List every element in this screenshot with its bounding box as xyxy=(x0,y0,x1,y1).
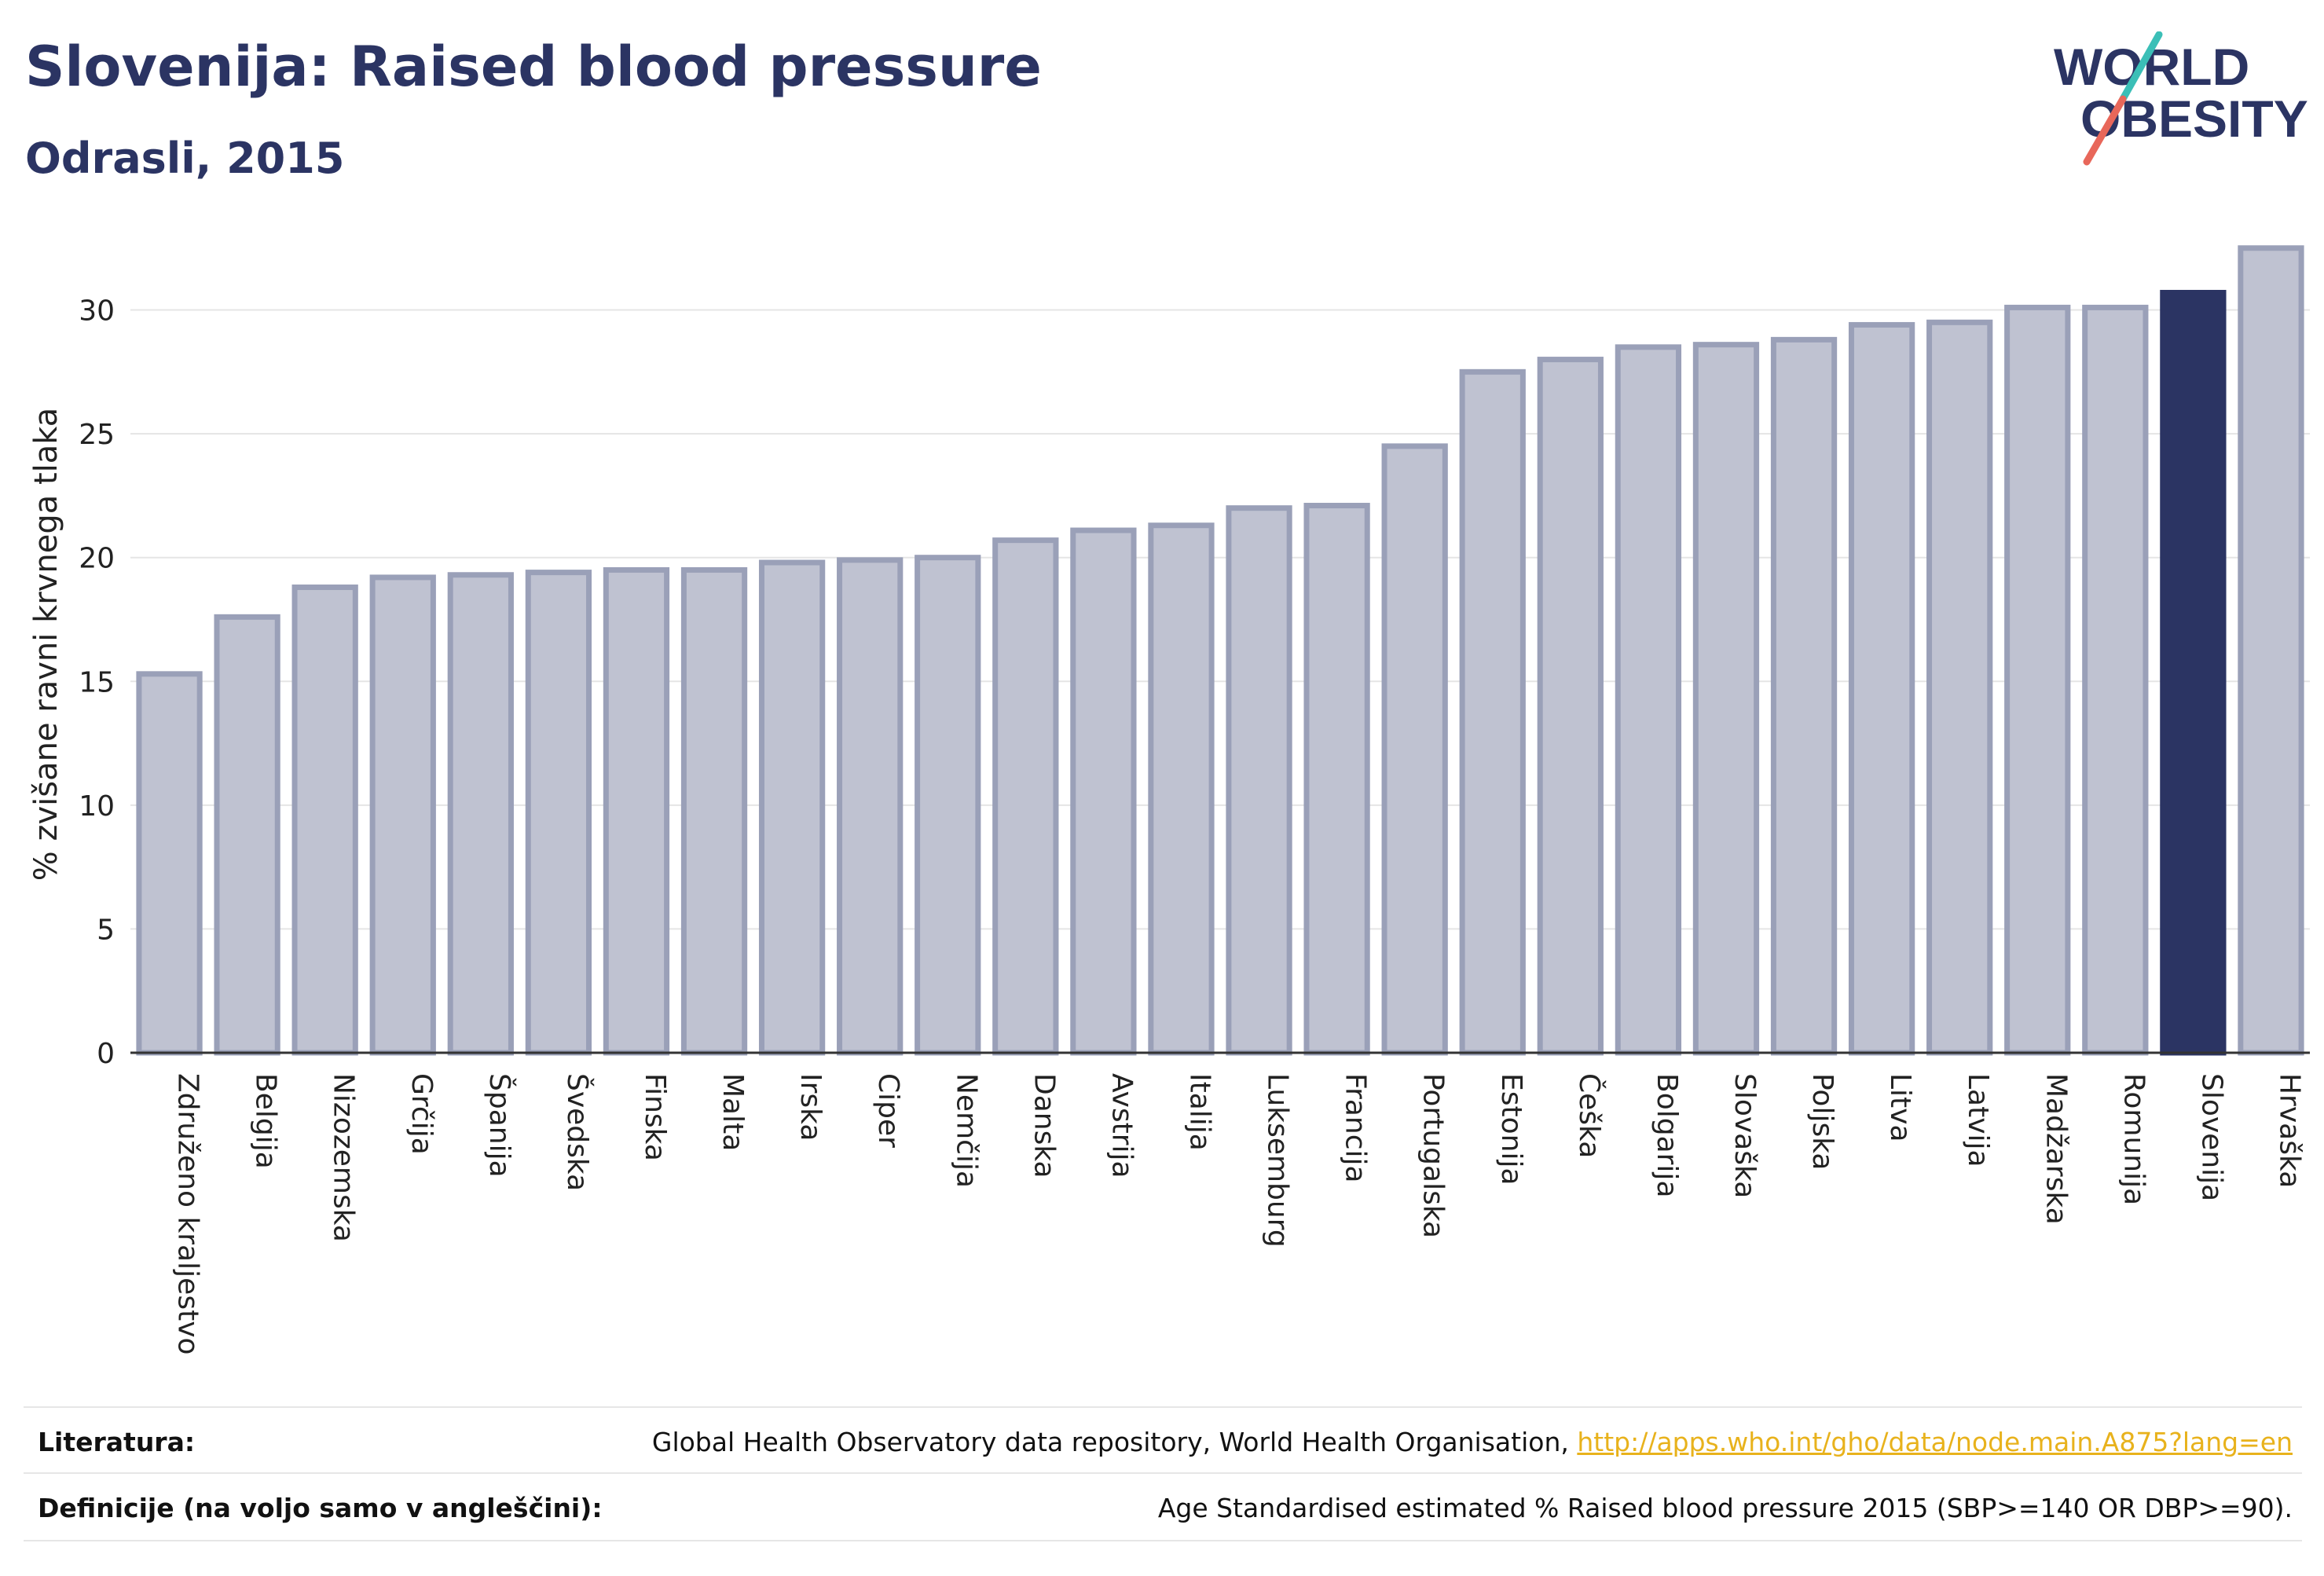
x-tick-label: Nizozemska xyxy=(328,1073,360,1242)
x-tick-label: Nemčija xyxy=(950,1073,982,1188)
bar-združeno-kraljestvo xyxy=(136,671,203,1056)
x-tick-label: Češka xyxy=(1573,1073,1606,1158)
y-axis-label: % zvišane ravni krvnega tlaka xyxy=(28,408,64,881)
bar-latvija xyxy=(1926,319,1993,1056)
x-tick-label: Švedska xyxy=(561,1073,594,1191)
x-tick-label: Litva xyxy=(1884,1073,1916,1142)
bars-layer xyxy=(136,245,2304,1056)
x-tick-label: Belgija xyxy=(250,1073,282,1169)
x-tick-labels: Združeno kraljestvo Belgija Nizozemska Grči… xyxy=(172,1073,2306,1355)
logo-slash-top xyxy=(2119,31,2163,103)
bar-hrvaška xyxy=(2238,245,2304,1056)
x-tick-label: Portugalska xyxy=(1417,1073,1450,1238)
y-tick-label: 0 xyxy=(97,1038,115,1070)
y-tick-label: 15 xyxy=(79,666,115,698)
bar-belgija xyxy=(214,614,280,1056)
bar-poljska xyxy=(1770,336,1838,1056)
bar-malta xyxy=(680,566,748,1056)
bar-romunija xyxy=(2082,304,2149,1056)
x-tick-label: Irska xyxy=(794,1073,827,1141)
x-tick-label: Estonija xyxy=(1495,1073,1527,1186)
x-tick-label: Poljska xyxy=(1806,1073,1838,1171)
references-link[interactable]: http://apps.who.int/gho/data/node.main.A… xyxy=(1577,1427,2293,1457)
x-tick-label: Madžarska xyxy=(2040,1073,2072,1225)
x-tick-label: Finska xyxy=(639,1073,671,1161)
x-tick-label: Slovenija xyxy=(2195,1073,2227,1201)
bar-danska xyxy=(992,537,1059,1056)
bar-litva xyxy=(1848,321,1915,1056)
bar-švedska xyxy=(525,570,592,1056)
references-text: Global Health Observatory data repositor… xyxy=(651,1427,1578,1457)
y-tick-labels: 0 5 10 15 20 25 30 xyxy=(79,295,115,1070)
page-title: Slovenija: Raised blood pressure xyxy=(25,35,1042,99)
bar-estonija xyxy=(1459,368,1526,1056)
bar-bolgarija xyxy=(1615,344,1682,1056)
x-tick-label: Španija xyxy=(483,1073,516,1178)
bar-avstrija xyxy=(1070,527,1137,1056)
bar-finska xyxy=(603,566,670,1056)
bar-luksemburg xyxy=(1226,505,1292,1056)
x-tick-label: Latvija xyxy=(1962,1073,1994,1167)
x-tick-label: Italija xyxy=(1183,1073,1215,1151)
bar-portugalska xyxy=(1381,443,1448,1056)
bar-nemčija xyxy=(915,555,981,1056)
x-tick-label: Malta xyxy=(717,1073,749,1151)
x-tick-label: Hrvaška xyxy=(2273,1073,2305,1188)
x-tick-label: Združeno kraljestvo xyxy=(172,1073,204,1355)
bar-irska xyxy=(758,559,826,1056)
logo-line2: OBESITY xyxy=(2080,90,2308,148)
definitions-value: Age Standardised estimated % Raised bloo… xyxy=(1157,1493,2293,1523)
definitions-row: Definicije (na voljo samo v angleščini):… xyxy=(24,1472,2302,1541)
x-tick-label: Romunija xyxy=(2117,1073,2150,1205)
x-tick-label: Danska xyxy=(1028,1073,1060,1178)
bar-češka xyxy=(1537,357,1604,1056)
world-obesity-logo: WORLD OBESITY xyxy=(2054,31,2308,166)
y-tick-label: 10 xyxy=(79,790,115,823)
references-label: Literatura: xyxy=(38,1427,196,1457)
y-tick-label: 25 xyxy=(79,419,115,451)
x-tick-label: Bolgarija xyxy=(1651,1073,1683,1198)
bar-italija xyxy=(1148,522,1215,1056)
definitions-label: Definicije (na voljo samo v angleščini): xyxy=(38,1493,603,1523)
bar-chart: 0 5 10 15 20 25 30 Združeno kraljestvo Belgija N… xyxy=(28,245,2310,1355)
bar-grčija xyxy=(369,574,436,1056)
page-subtitle: Odrasli, 2015 xyxy=(25,134,345,183)
logo-slash-bottom xyxy=(2083,95,2127,166)
bar-španija xyxy=(447,572,514,1056)
bar-francija xyxy=(1303,503,1370,1056)
x-tick-label: Luksemburg xyxy=(1262,1073,1294,1248)
x-tick-label: Francija xyxy=(1340,1073,1372,1183)
bar-slovaška xyxy=(1692,342,1760,1056)
references-value: Global Health Observatory data repositor… xyxy=(652,1427,2293,1457)
bar-nizozemska xyxy=(291,585,358,1056)
references-row: Literatura: Global Health Observatory da… xyxy=(24,1406,2302,1474)
bar-madžarska xyxy=(2004,304,2071,1056)
x-tick-label: Ciper xyxy=(872,1073,904,1148)
y-tick-label: 30 xyxy=(79,295,115,328)
bar-slovenija xyxy=(2160,289,2227,1056)
x-tick-label: Avstrija xyxy=(1105,1073,1138,1178)
bar-ciper xyxy=(837,557,904,1056)
x-tick-label: Grčija xyxy=(405,1073,438,1155)
x-tick-label: Slovaška xyxy=(1728,1073,1761,1198)
y-tick-label: 20 xyxy=(79,543,115,575)
y-tick-label: 5 xyxy=(97,914,115,946)
